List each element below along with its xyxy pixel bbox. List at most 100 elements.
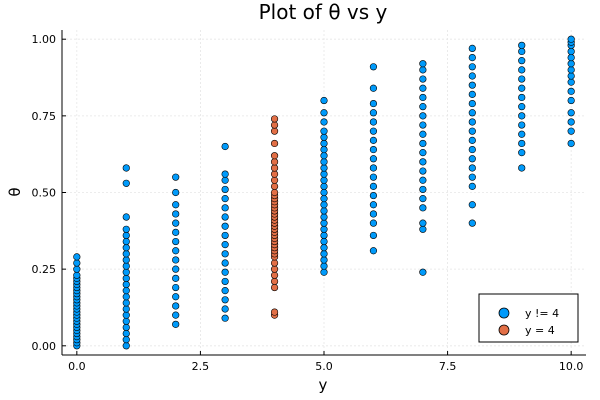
- data-point: [369, 164, 378, 172]
- data-point: [122, 317, 130, 325]
- data-point: [419, 93, 427, 102]
- data-point: [122, 299, 130, 307]
- data-point: [320, 250, 328, 258]
- data-point: [270, 259, 279, 267]
- data-point: [122, 164, 130, 172]
- data-point: [567, 72, 575, 80]
- data-point: [518, 41, 526, 49]
- y-tick-labels: 0.00 0.25 0.50 0.75 1.00: [32, 33, 66, 353]
- data-point: [419, 130, 427, 138]
- data-point: [122, 329, 130, 338]
- y-tick-label: 0.25: [32, 263, 57, 276]
- data-point: [320, 176, 328, 184]
- legend-marker-y-eq-4: [498, 324, 510, 336]
- data-point: [567, 60, 575, 68]
- data-point: [221, 170, 229, 178]
- data-point: [419, 268, 427, 276]
- data-point: [122, 268, 130, 276]
- y-tick-label: 0.00: [32, 340, 57, 353]
- data-point: [468, 182, 476, 190]
- data-point: [567, 127, 575, 135]
- data-point: [419, 167, 427, 175]
- legend-marker-y-not-4: [498, 307, 510, 319]
- data-point: [567, 87, 575, 95]
- data-point: [73, 259, 81, 267]
- data-point: [320, 158, 328, 166]
- data-point: [270, 308, 279, 316]
- data-point: [270, 265, 279, 273]
- data-point: [419, 195, 427, 203]
- data-point: [320, 225, 328, 233]
- data-point: [122, 280, 130, 289]
- data-point: [320, 231, 328, 240]
- data-point: [122, 305, 130, 313]
- data-point: [172, 302, 180, 310]
- data-point: [73, 271, 81, 279]
- data-point: [320, 207, 328, 215]
- data-point: [122, 225, 130, 233]
- data-point: [320, 109, 328, 117]
- data-point: [369, 145, 378, 154]
- data-point: [221, 185, 229, 194]
- data-point: [172, 311, 180, 319]
- data-point: [320, 201, 328, 209]
- data-point: [270, 158, 279, 166]
- data-point: [122, 311, 130, 319]
- data-point: [369, 173, 378, 181]
- data-point: [320, 118, 328, 126]
- data-point: [172, 219, 180, 227]
- data-point: [172, 201, 180, 209]
- data-point: [270, 182, 279, 190]
- data-point: [518, 149, 526, 157]
- data-point: [122, 213, 130, 221]
- data-point: [320, 244, 328, 252]
- legend-box: [478, 293, 579, 343]
- x-tick-label: 5.0: [315, 360, 333, 373]
- data-point: [122, 323, 130, 332]
- data-point: [172, 237, 180, 246]
- data-point: [369, 182, 378, 190]
- data-point: [122, 237, 130, 246]
- data-point: [270, 164, 279, 172]
- data-point: [172, 293, 180, 301]
- data-point: [320, 262, 328, 270]
- data-point: [419, 176, 427, 184]
- data-point: [320, 164, 328, 172]
- data-point: [468, 90, 476, 98]
- data-point: [172, 283, 180, 292]
- data-point: [369, 201, 378, 209]
- data-point: [221, 204, 229, 212]
- data-point: [172, 228, 180, 236]
- data-point: [567, 78, 575, 86]
- data-point: [221, 287, 229, 295]
- data-point: [567, 109, 575, 117]
- data-point: [468, 109, 476, 117]
- data-point: [567, 35, 575, 43]
- data-point: [567, 139, 575, 148]
- data-point: [468, 201, 476, 209]
- data-point: [221, 277, 229, 286]
- data-point: [468, 136, 476, 144]
- x-tick-label: 0.0: [68, 360, 86, 373]
- data-point: [270, 283, 279, 292]
- data-point: [221, 314, 229, 322]
- data-point: [518, 164, 526, 172]
- data-point: [567, 118, 575, 126]
- data-point: [369, 231, 378, 240]
- data-point: [468, 53, 476, 62]
- data-point: [172, 265, 180, 273]
- data-point: [270, 170, 279, 178]
- data-point: [468, 173, 476, 181]
- data-point: [172, 274, 180, 282]
- data-point: [270, 271, 279, 279]
- data-point: [270, 139, 279, 148]
- data-point: [369, 118, 378, 126]
- legend: y != 4 y = 4: [478, 293, 579, 343]
- data-point: [221, 176, 229, 184]
- data-point: [221, 259, 229, 267]
- series-y-not-4: [73, 35, 575, 350]
- data-points: [73, 35, 575, 350]
- data-point: [122, 256, 130, 264]
- data-point: [122, 250, 130, 258]
- y-tick-label: 1.00: [32, 33, 57, 46]
